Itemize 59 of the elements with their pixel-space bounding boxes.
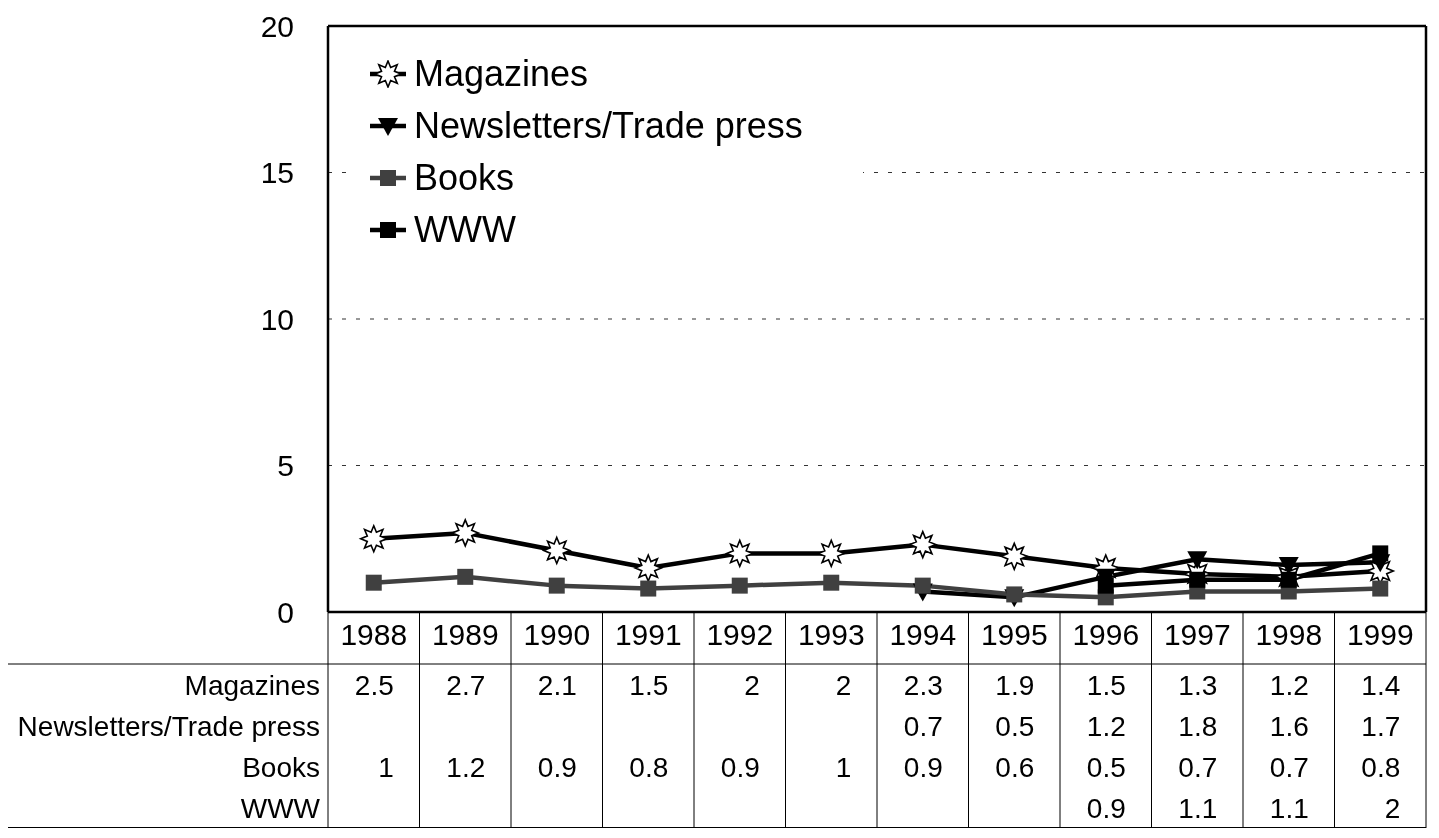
data-label: 0.8 xyxy=(1361,751,1401,782)
y-tick-label: 15 xyxy=(260,156,294,190)
data-label: 1.6 xyxy=(1269,710,1309,741)
data-label: 2 xyxy=(1384,792,1401,823)
y-tick-label: 0 xyxy=(277,595,294,629)
data-label: 1.4 xyxy=(1361,669,1401,700)
data-label: 2.7 xyxy=(446,669,486,700)
legend-label: Newsletters/Trade press xyxy=(414,105,803,147)
y-tick-label: 20 xyxy=(260,9,294,43)
x-tick-label: 1992 xyxy=(706,618,774,652)
data-label: 2.5 xyxy=(354,669,394,700)
x-tick-label: 1990 xyxy=(523,618,591,652)
data-label: 1.5 xyxy=(1086,669,1126,700)
data-label: 0.7 xyxy=(1269,751,1309,782)
data-label: 1 xyxy=(378,751,394,782)
data-label: 1 xyxy=(835,751,852,782)
legend-label: Magazines xyxy=(414,53,589,95)
data-label: 0.9 xyxy=(1086,792,1126,823)
x-tick-label: 1991 xyxy=(614,618,682,652)
text: Newsletters/Trade press xyxy=(17,710,320,741)
data-label: 0.8 xyxy=(629,751,669,782)
x-tick-label: 1994 xyxy=(889,618,957,652)
x-tick-label: 1997 xyxy=(1163,618,1231,652)
x-tick-label: 1998 xyxy=(1255,618,1323,652)
x-tick-label: 1996 xyxy=(1072,618,1140,652)
data-label: 1.2 xyxy=(446,751,486,782)
data-label: 0.9 xyxy=(720,751,760,782)
y-tick-label: 5 xyxy=(277,449,294,483)
legend-label: Books xyxy=(414,157,515,199)
data-label: 1.7 xyxy=(1361,710,1401,741)
data-label: 1.1 xyxy=(1178,792,1218,823)
data-label: 1.5 xyxy=(629,669,669,700)
data-label: 1.8 xyxy=(1178,710,1218,741)
x-tick-label: 1995 xyxy=(980,618,1048,652)
data-label: 2 xyxy=(744,669,760,700)
x-tick-label: 1989 xyxy=(431,618,499,652)
data-label: 1.2 xyxy=(1086,710,1126,741)
data-label: 1.3 xyxy=(1178,669,1218,700)
y-tick-label: 10 xyxy=(260,302,294,336)
x-tick-label: 1999 xyxy=(1346,618,1414,652)
data-label: 2 xyxy=(835,669,852,700)
text: Magazines xyxy=(184,669,320,700)
data-label: 0.5 xyxy=(995,710,1035,741)
data-label: 0.7 xyxy=(903,710,943,741)
data-label: 2.3 xyxy=(903,669,943,700)
data-label: 1.9 xyxy=(995,669,1035,700)
text: WWW xyxy=(240,792,320,823)
data-label: 0.5 xyxy=(1086,751,1126,782)
data-label: 0.9 xyxy=(537,751,577,782)
data-label: 0.7 xyxy=(1178,751,1218,782)
x-tick-label: 1993 xyxy=(797,618,865,652)
x-tick-label: 1988 xyxy=(340,618,408,652)
text: Books xyxy=(242,751,320,782)
data-label: 1.2 xyxy=(1269,669,1309,700)
data-label: 1.1 xyxy=(1269,792,1309,823)
data-label: 0.6 xyxy=(995,751,1035,782)
data-label: 0.9 xyxy=(903,751,943,782)
legend-label: WWW xyxy=(414,209,516,251)
data-label: 2.1 xyxy=(537,669,577,700)
